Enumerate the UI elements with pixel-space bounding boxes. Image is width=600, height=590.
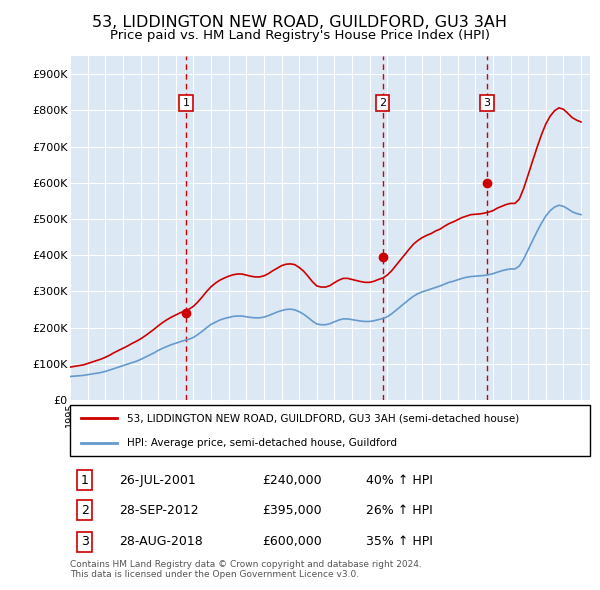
Text: 26% ↑ HPI: 26% ↑ HPI <box>367 504 433 517</box>
Text: £240,000: £240,000 <box>262 474 322 487</box>
Text: 53, LIDDINGTON NEW ROAD, GUILDFORD, GU3 3AH: 53, LIDDINGTON NEW ROAD, GUILDFORD, GU3 … <box>92 15 508 30</box>
Text: 40% ↑ HPI: 40% ↑ HPI <box>367 474 433 487</box>
Text: 28-SEP-2012: 28-SEP-2012 <box>119 504 199 517</box>
Text: Price paid vs. HM Land Registry's House Price Index (HPI): Price paid vs. HM Land Registry's House … <box>110 30 490 42</box>
Text: 53, LIDDINGTON NEW ROAD, GUILDFORD, GU3 3AH (semi-detached house): 53, LIDDINGTON NEW ROAD, GUILDFORD, GU3 … <box>127 414 520 424</box>
Text: 28-AUG-2018: 28-AUG-2018 <box>119 535 203 548</box>
Text: 26-JUL-2001: 26-JUL-2001 <box>119 474 196 487</box>
Text: 1: 1 <box>81 474 89 487</box>
Text: Contains HM Land Registry data © Crown copyright and database right 2024.
This d: Contains HM Land Registry data © Crown c… <box>70 560 422 579</box>
Text: HPI: Average price, semi-detached house, Guildford: HPI: Average price, semi-detached house,… <box>127 438 397 448</box>
Text: 2: 2 <box>81 504 89 517</box>
Text: 3: 3 <box>484 98 490 108</box>
Text: £395,000: £395,000 <box>262 504 322 517</box>
Text: 1: 1 <box>182 98 190 108</box>
Text: 3: 3 <box>81 535 89 548</box>
FancyBboxPatch shape <box>70 405 590 456</box>
Text: £600,000: £600,000 <box>262 535 322 548</box>
Text: 35% ↑ HPI: 35% ↑ HPI <box>367 535 433 548</box>
Text: 2: 2 <box>379 98 386 108</box>
